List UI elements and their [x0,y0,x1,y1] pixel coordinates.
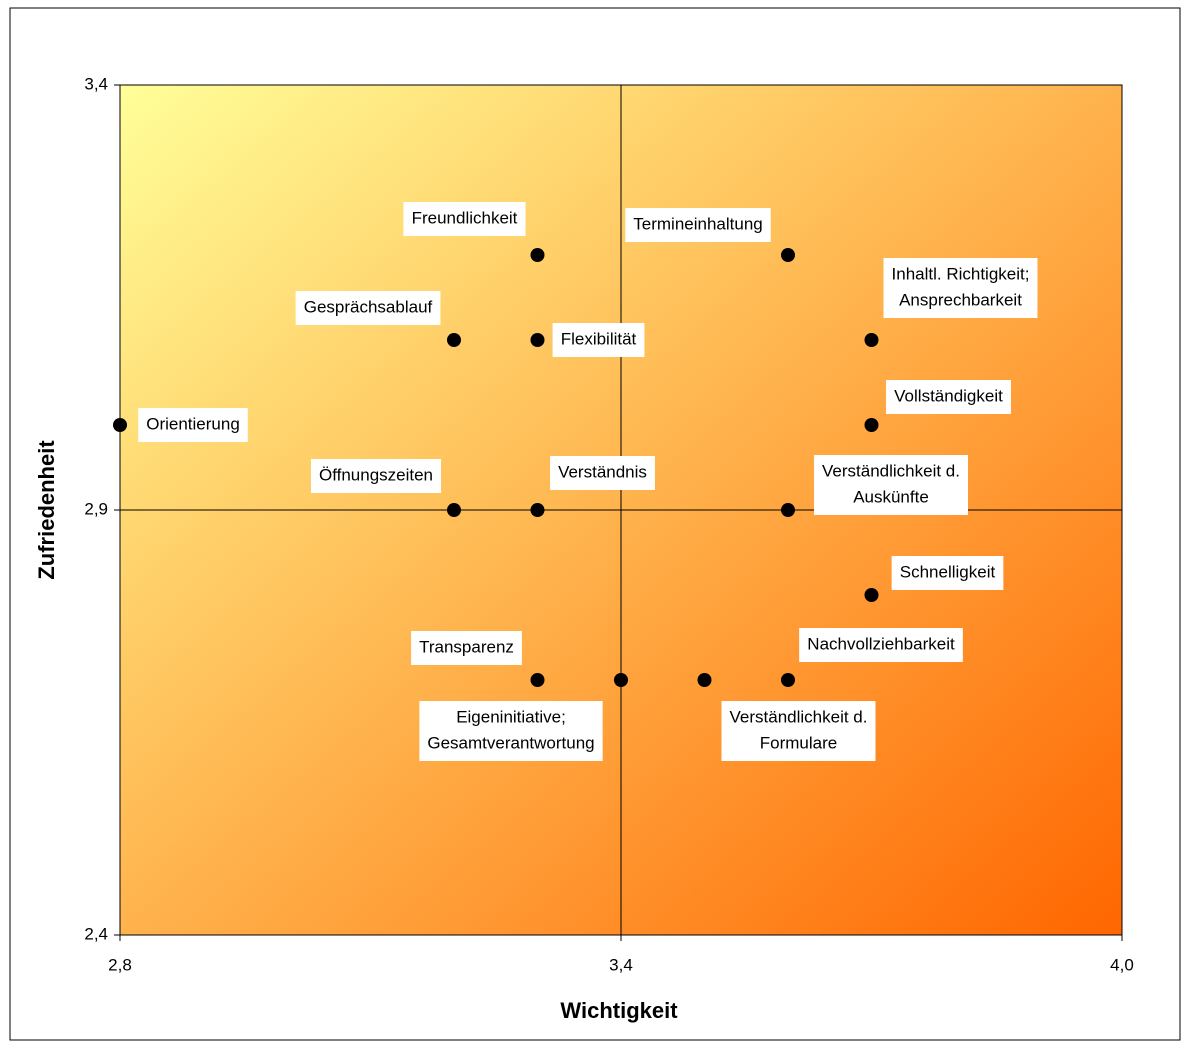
x-tick-label: 3,4 [609,955,633,974]
point-label: Verständlichkeit d. [822,461,960,480]
y-tick-label: 3,4 [84,74,108,93]
point-label: Vollständigkeit [894,386,1003,405]
label-box [310,459,442,493]
label-box [552,323,645,357]
y-tick-label: 2,4 [84,924,108,943]
label-box [295,291,441,325]
point-label: Verständlichkeit d. [730,707,868,726]
y-tick-label: 2,9 [84,499,108,518]
point-label: Inhaltl. Richtigkeit; [892,264,1030,283]
point [864,333,879,347]
point [864,588,879,602]
point [447,333,461,347]
point-label: Nachvollziehbarkeit [807,634,955,653]
label-box [419,701,603,761]
label-box [886,380,1011,414]
point [781,248,795,262]
y-axis-title: Zufriedenheit [34,440,59,580]
point [447,503,461,517]
label-box [411,631,522,665]
point-label: Schnelligkeit [900,562,996,581]
point-label: Gesprächsablauf [304,297,433,316]
point [781,673,795,687]
point [864,418,879,432]
point-label: Transparenz [419,637,514,656]
point-label: Freundlichkeit [412,208,518,227]
point [530,503,545,517]
point [614,673,628,687]
label-box [625,208,771,242]
label-box [550,456,655,490]
point-label: Eigeninitiative; [456,707,566,726]
point-label: Flexibilität [561,329,637,348]
label-box [891,556,1004,590]
point-label: Verständnis [558,462,647,481]
point [697,673,712,687]
point-label: Gesamtverantwortung [427,733,594,752]
label-box [814,455,968,515]
label-box [721,701,876,761]
label-box [403,202,526,236]
point-label: Orientierung [146,414,240,433]
x-axis-title: Wichtigkeit [560,998,678,1023]
point [781,503,795,517]
point-label: Öffnungszeiten [319,465,433,484]
point-label: Termineinhaltung [633,214,762,233]
point-label: Formulare [760,733,837,752]
point [530,673,545,687]
point-label: Ansprechbarkeit [899,290,1022,309]
x-tick-label: 2,8 [108,955,132,974]
point-label: Auskünfte [853,487,929,506]
point [530,333,545,347]
label-box [883,258,1038,318]
label-box [138,408,248,442]
label-box [799,628,963,662]
point [530,248,545,262]
x-tick-label: 4,0 [1110,955,1134,974]
point [113,418,127,432]
